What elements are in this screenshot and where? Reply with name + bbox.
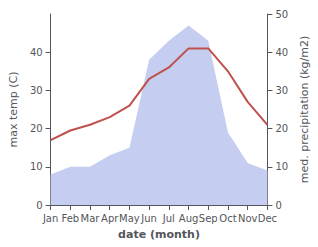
svg-text:30: 30 [30, 85, 43, 96]
svg-text:Feb: Feb [61, 213, 79, 224]
svg-text:Dec: Dec [258, 213, 277, 224]
svg-text:40: 40 [30, 47, 43, 58]
svg-text:20: 20 [30, 123, 43, 134]
svg-text:30: 30 [275, 85, 288, 96]
svg-text:Jan: Jan [42, 213, 58, 224]
svg-text:May: May [119, 213, 140, 224]
svg-text:50: 50 [275, 9, 288, 20]
svg-text:Jun: Jun [140, 213, 157, 224]
svg-text:date (month): date (month) [118, 228, 200, 241]
svg-text:Nov: Nov [238, 213, 258, 224]
svg-text:max temp (C): max temp (C) [7, 71, 20, 147]
svg-text:Mar: Mar [81, 213, 101, 224]
svg-text:20: 20 [275, 123, 288, 134]
svg-text:Aug: Aug [179, 213, 199, 224]
svg-text:10: 10 [30, 161, 43, 172]
svg-text:0: 0 [36, 200, 42, 211]
svg-text:med. precipitation (kg/m2): med. precipitation (kg/m2) [298, 36, 311, 184]
svg-text:0: 0 [275, 200, 281, 211]
svg-text:40: 40 [275, 47, 288, 58]
svg-text:Jul: Jul [162, 213, 175, 224]
svg-text:Oct: Oct [219, 213, 236, 224]
svg-text:Apr: Apr [101, 213, 119, 224]
svg-text:Sep: Sep [199, 213, 218, 224]
svg-text:10: 10 [275, 161, 288, 172]
